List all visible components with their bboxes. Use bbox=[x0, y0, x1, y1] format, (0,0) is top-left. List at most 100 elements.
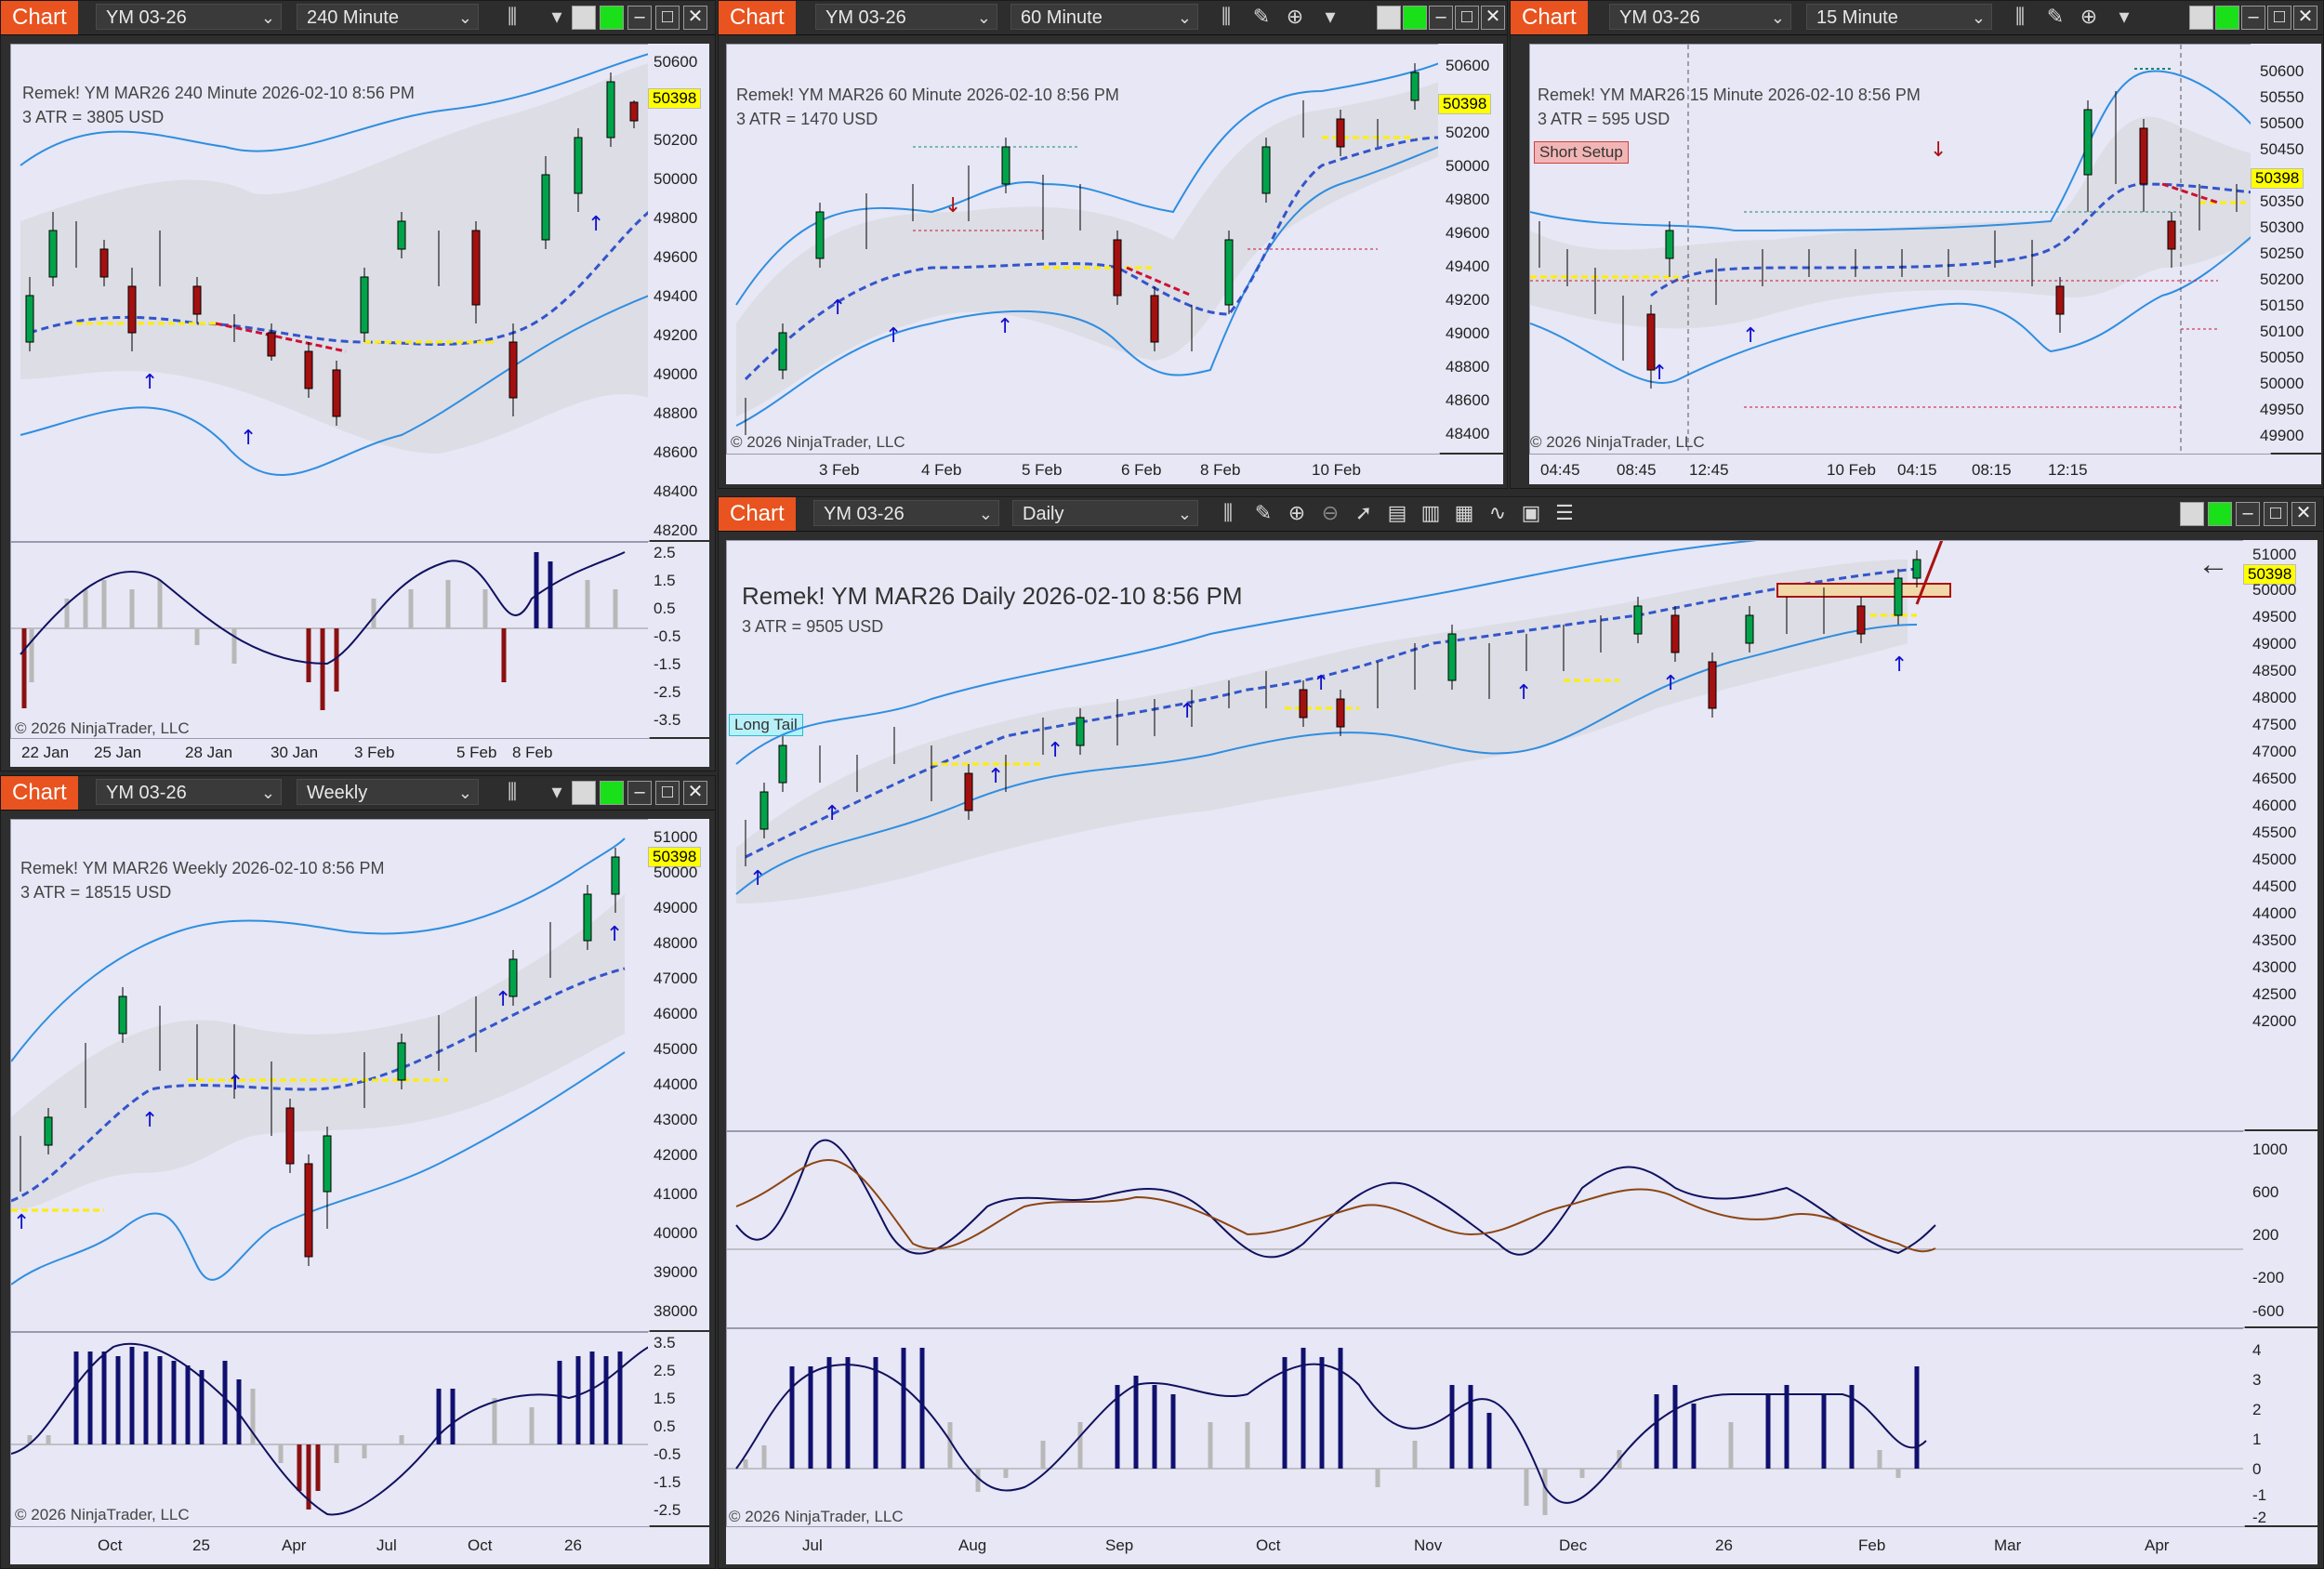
time-axis[interactable]: 3 Feb 4 Feb 5 Feb 6 Feb 8 Feb 10 Feb bbox=[726, 455, 1503, 484]
price-axis[interactable]: 50398 50600 50200 49800 49400 49000 4860… bbox=[648, 44, 709, 540]
price-panel[interactable]: Remek! YM MAR26 Weekly 2026-02-10 8:56 P… bbox=[10, 819, 650, 1332]
chart-tab[interactable]: Chart bbox=[719, 497, 796, 531]
interval-selector[interactable]: 15 Minute ⌄ bbox=[1806, 4, 1992, 30]
instrument-selector[interactable]: YM 03-26 ⌄ bbox=[96, 779, 282, 805]
chevron-down-icon: ⌄ bbox=[1177, 505, 1192, 523]
price-axis[interactable]: 50398 51000 50000 49000 48000 47000 4600… bbox=[2243, 540, 2317, 1129]
oscillator-panel[interactable]: © 2026 NinjaTrader, LLC bbox=[10, 542, 650, 739]
drawing-tool-icon[interactable]: ✎ bbox=[1252, 5, 1271, 28]
minimize-button[interactable]: – bbox=[627, 6, 652, 30]
instrument-selector[interactable]: YM 03-26 ⌄ bbox=[815, 4, 997, 30]
pointer-icon[interactable]: ➚ bbox=[1354, 501, 1373, 524]
osc-tick: -2.5 bbox=[654, 1501, 681, 1519]
close-button[interactable]: ✕ bbox=[2291, 502, 2316, 526]
price-axis[interactable]: 50398 51000 50000 49000 48000 47000 4600… bbox=[648, 819, 709, 1330]
drawing-tool-icon[interactable]: ✎ bbox=[2046, 5, 2065, 28]
osc-tick: 4 bbox=[2252, 1341, 2262, 1359]
oscillator-panel[interactable]: © 2026 NinjaTrader, LLC bbox=[10, 1332, 650, 1527]
chevron-down-icon: ⌄ bbox=[1177, 8, 1192, 27]
minimize-button[interactable]: – bbox=[2236, 502, 2260, 526]
instrument-selector[interactable]: YM 03-26 ⌄ bbox=[1609, 4, 1791, 30]
zoom-in-icon[interactable]: ⊕ bbox=[1287, 501, 1306, 524]
zoom-out-icon[interactable]: ⊖ bbox=[1321, 501, 1340, 524]
price-panel[interactable]: Remek! YM MAR26 15 Minute 2026-02-10 8:5… bbox=[1529, 44, 2271, 455]
link-color-button[interactable] bbox=[600, 781, 624, 805]
osc-tick: -0.5 bbox=[654, 627, 681, 645]
interval-selector[interactable]: Weekly ⌄ bbox=[297, 779, 479, 805]
time-axis[interactable]: Jul Aug Sep Oct Nov Dec 26 Feb Mar Apr bbox=[726, 1527, 2317, 1564]
chart-tab[interactable]: Chart bbox=[1, 776, 78, 810]
close-button[interactable]: ✕ bbox=[1481, 6, 1505, 30]
bar-style-icon[interactable]: ⫼ bbox=[1222, 501, 1234, 524]
instrument-selector[interactable]: YM 03-26 ⌄ bbox=[813, 500, 999, 526]
time-axis[interactable]: 04:45 08:45 12:45 10 Feb 04:15 08:15 12:… bbox=[1529, 455, 2321, 484]
back-arrow-icon[interactable]: ← bbox=[2198, 547, 2229, 582]
drawing-tool-icon[interactable]: ✎ bbox=[1254, 501, 1273, 524]
maximize-button[interactable]: □ bbox=[2267, 6, 2291, 30]
instrument-selector[interactable]: YM 03-26 ⌄ bbox=[96, 4, 282, 30]
link-color-button[interactable] bbox=[2215, 6, 2239, 30]
window-toggle-button[interactable] bbox=[1377, 6, 1401, 30]
minimize-button[interactable]: – bbox=[627, 781, 652, 805]
close-button[interactable]: ✕ bbox=[683, 6, 707, 30]
close-button[interactable]: ✕ bbox=[2293, 6, 2317, 30]
price-panel[interactable]: Remek! YM MAR26 Daily 2026-02-10 8:56 PM… bbox=[726, 540, 2245, 1131]
date-tick: 12:15 bbox=[2048, 461, 2088, 479]
bar-style-icon[interactable]: ⫼ bbox=[507, 780, 518, 803]
price-axis[interactable]: 50398 50600 50200 49800 49400 49000 4860… bbox=[1438, 44, 1503, 453]
link-color-button[interactable] bbox=[2208, 502, 2232, 526]
price-axis[interactable]: 50398 50600 50550 50500 50450 50400 5035… bbox=[2251, 44, 2321, 453]
chart-tab[interactable]: Chart bbox=[1, 1, 78, 34]
window-toggle-button[interactable] bbox=[2189, 6, 2213, 30]
bar-style-icon[interactable]: ⫼ bbox=[507, 5, 518, 28]
interval-selector[interactable]: 60 Minute ⌄ bbox=[1010, 4, 1198, 30]
bar-style-icon[interactable]: ⫼ bbox=[2014, 5, 2026, 28]
chart-tab[interactable]: Chart bbox=[1511, 1, 1588, 34]
atr-readout: 3 ATR = 9505 USD bbox=[742, 617, 884, 636]
strategies-icon[interactable]: ▦ bbox=[1454, 501, 1474, 524]
properties-icon[interactable]: ▥ bbox=[1420, 501, 1441, 524]
dropdown-arrow-icon[interactable]: ▾ bbox=[551, 5, 562, 28]
data-box-icon[interactable]: ▤ bbox=[1387, 501, 1407, 524]
dropdown-arrow-icon[interactable]: ▾ bbox=[551, 780, 562, 803]
time-axis[interactable]: Oct 25 Apr Jul Oct 26 bbox=[10, 1527, 709, 1564]
price-panel[interactable]: Remek! YM MAR26 60 Minute 2026-02-10 8:5… bbox=[726, 44, 1440, 455]
zoom-in-icon[interactable]: ⊕ bbox=[1286, 5, 1304, 28]
close-button[interactable]: ✕ bbox=[683, 781, 707, 805]
interval-selector[interactable]: Daily ⌄ bbox=[1012, 500, 1198, 526]
time-axis[interactable]: 22 Jan 25 Jan 28 Jan 30 Jan 3 Feb 5 Feb … bbox=[10, 739, 709, 767]
oscillator-axis[interactable]: 3.5 2.5 1.5 0.5 -0.5 -1.5 -2.5 bbox=[648, 1332, 709, 1525]
window-toggle-button[interactable] bbox=[2180, 502, 2204, 526]
link-color-button[interactable] bbox=[1403, 6, 1427, 30]
maximize-button[interactable]: □ bbox=[2264, 502, 2288, 526]
templates-icon[interactable]: ▣ bbox=[1521, 501, 1541, 524]
minimize-button[interactable]: – bbox=[1429, 6, 1453, 30]
oscillator-axis-1[interactable]: 1000 600 200 -200 -600 bbox=[2243, 1131, 2317, 1326]
zoom-in-icon[interactable]: ⊕ bbox=[2080, 5, 2098, 28]
dropdown-arrow-icon[interactable]: ▾ bbox=[2119, 5, 2130, 28]
window-toggle-button[interactable] bbox=[572, 6, 596, 30]
maximize-button[interactable]: □ bbox=[655, 781, 680, 805]
indicators-icon[interactable]: ∿ bbox=[1488, 501, 1507, 524]
interval-selector[interactable]: 240 Minute ⌄ bbox=[297, 4, 479, 30]
maximize-button[interactable]: □ bbox=[1455, 6, 1479, 30]
price-tick: 50450 bbox=[2260, 140, 2304, 158]
price-tick: 50600 bbox=[654, 53, 698, 71]
minimize-button[interactable]: – bbox=[2241, 6, 2265, 30]
oscillator-panel-1[interactable] bbox=[726, 1131, 2245, 1328]
maximize-button[interactable]: □ bbox=[655, 6, 680, 30]
link-color-button[interactable] bbox=[600, 6, 624, 30]
oscillator-panel-2[interactable]: © 2026 NinjaTrader, LLC bbox=[726, 1328, 2245, 1527]
dropdown-arrow-icon[interactable]: ▾ bbox=[1325, 5, 1336, 28]
list-icon[interactable]: ☰ bbox=[1555, 501, 1574, 524]
oscillator-axis[interactable]: 2.5 1.5 0.5 -0.5 -1.5 -2.5 -3.5 bbox=[648, 542, 709, 737]
window-toggle-button[interactable] bbox=[572, 781, 596, 805]
oscillator-axis-2[interactable]: 4 3 2 1 0 -1 -2 bbox=[2243, 1328, 2317, 1526]
chart-tab[interactable]: Chart bbox=[719, 1, 796, 34]
price-panel[interactable]: Remek! YM MAR26 240 Minute 2026-02-10 8:… bbox=[10, 44, 650, 542]
price-tick: 49200 bbox=[1446, 291, 1490, 309]
chevron-down-icon: ⌄ bbox=[1971, 8, 1986, 27]
bar-style-icon[interactable]: ⫼ bbox=[1221, 5, 1232, 28]
price-tick: 50550 bbox=[2260, 88, 2304, 106]
oscillator-svg bbox=[11, 1342, 649, 1516]
